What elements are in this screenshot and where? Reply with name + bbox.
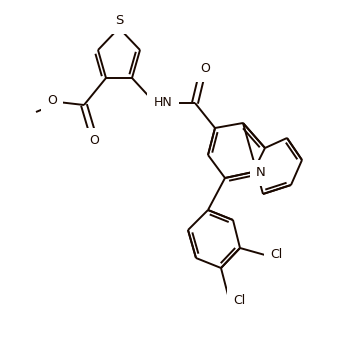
Text: O: O [47, 94, 57, 107]
Text: S: S [115, 14, 123, 28]
Text: O: O [89, 134, 99, 147]
Text: Cl: Cl [233, 294, 245, 307]
Text: Cl: Cl [270, 248, 282, 261]
Text: N: N [256, 167, 266, 180]
Text: HN: HN [154, 97, 172, 110]
Text: O: O [200, 63, 210, 76]
